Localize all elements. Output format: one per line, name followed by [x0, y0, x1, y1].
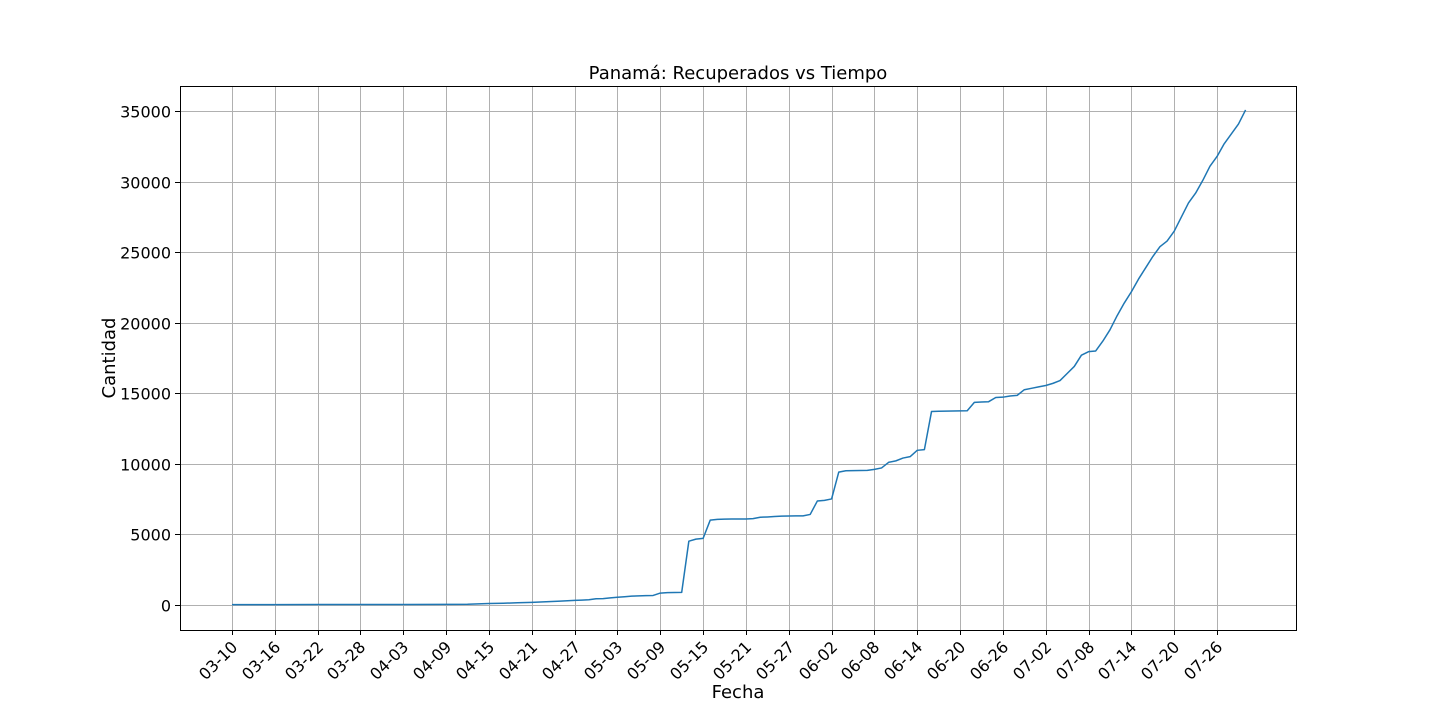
x-tick-label: 07-02 — [1009, 637, 1055, 683]
y-tick-label: 5000 — [130, 526, 171, 545]
x-tick-label: 05-09 — [623, 637, 669, 683]
x-tick-label: 06-20 — [923, 637, 969, 683]
x-tick-label: 04-03 — [366, 637, 412, 683]
x-tick-label: 07-14 — [1094, 637, 1140, 683]
plot-frame — [180, 86, 1297, 631]
x-tick-label: 05-27 — [752, 637, 798, 683]
x-tick-label: 05-15 — [666, 637, 712, 683]
x-tick-label: 04-09 — [409, 637, 455, 683]
x-tick-label: 03-16 — [238, 637, 284, 683]
x-tick-label: 05-21 — [709, 637, 755, 683]
y-tick-label: 0 — [161, 597, 171, 616]
y-tick-label: 20000 — [120, 315, 171, 334]
series-layer — [231, 109, 1247, 606]
y-axis-label: Cantidad — [99, 318, 120, 399]
x-tick-label: 06-08 — [837, 637, 883, 683]
series-line-recuperados — [231, 109, 1247, 606]
grid-layer — [180, 86, 1296, 630]
x-tick-label: 07-20 — [1137, 637, 1183, 683]
x-tick-label: 06-14 — [880, 637, 926, 683]
x-tick-label: 03-28 — [323, 637, 369, 683]
x-tick-label: 07-26 — [1180, 637, 1226, 683]
x-tick-label: 03-10 — [195, 637, 241, 683]
x-tick-label: 04-27 — [538, 637, 584, 683]
y-axis-ticks: 0 5000 10000 15000 20000 25000 30000 35000 — [120, 103, 180, 616]
y-tick-label: 25000 — [120, 244, 171, 263]
x-tick-label: 06-26 — [966, 637, 1012, 683]
x-tick-label: 07-08 — [1052, 637, 1098, 683]
x-tick-label: 05-03 — [580, 637, 626, 683]
chart-title: Panamá: Recuperados vs Tiempo — [589, 63, 888, 84]
x-tick-label: 04-15 — [452, 637, 498, 683]
x-axis-ticks: 03-1003-1603-2203-2804-0304-0904-1504-21… — [195, 630, 1226, 684]
x-tick-label: 06-02 — [795, 637, 841, 683]
y-tick-label: 30000 — [120, 174, 171, 193]
y-tick-label: 15000 — [120, 385, 171, 404]
x-tick-label: 03-22 — [281, 637, 327, 683]
y-tick-label: 10000 — [120, 456, 171, 475]
y-tick-label: 35000 — [120, 103, 171, 122]
x-axis-label: Fecha — [712, 682, 765, 703]
x-tick-label: 04-21 — [495, 637, 541, 683]
